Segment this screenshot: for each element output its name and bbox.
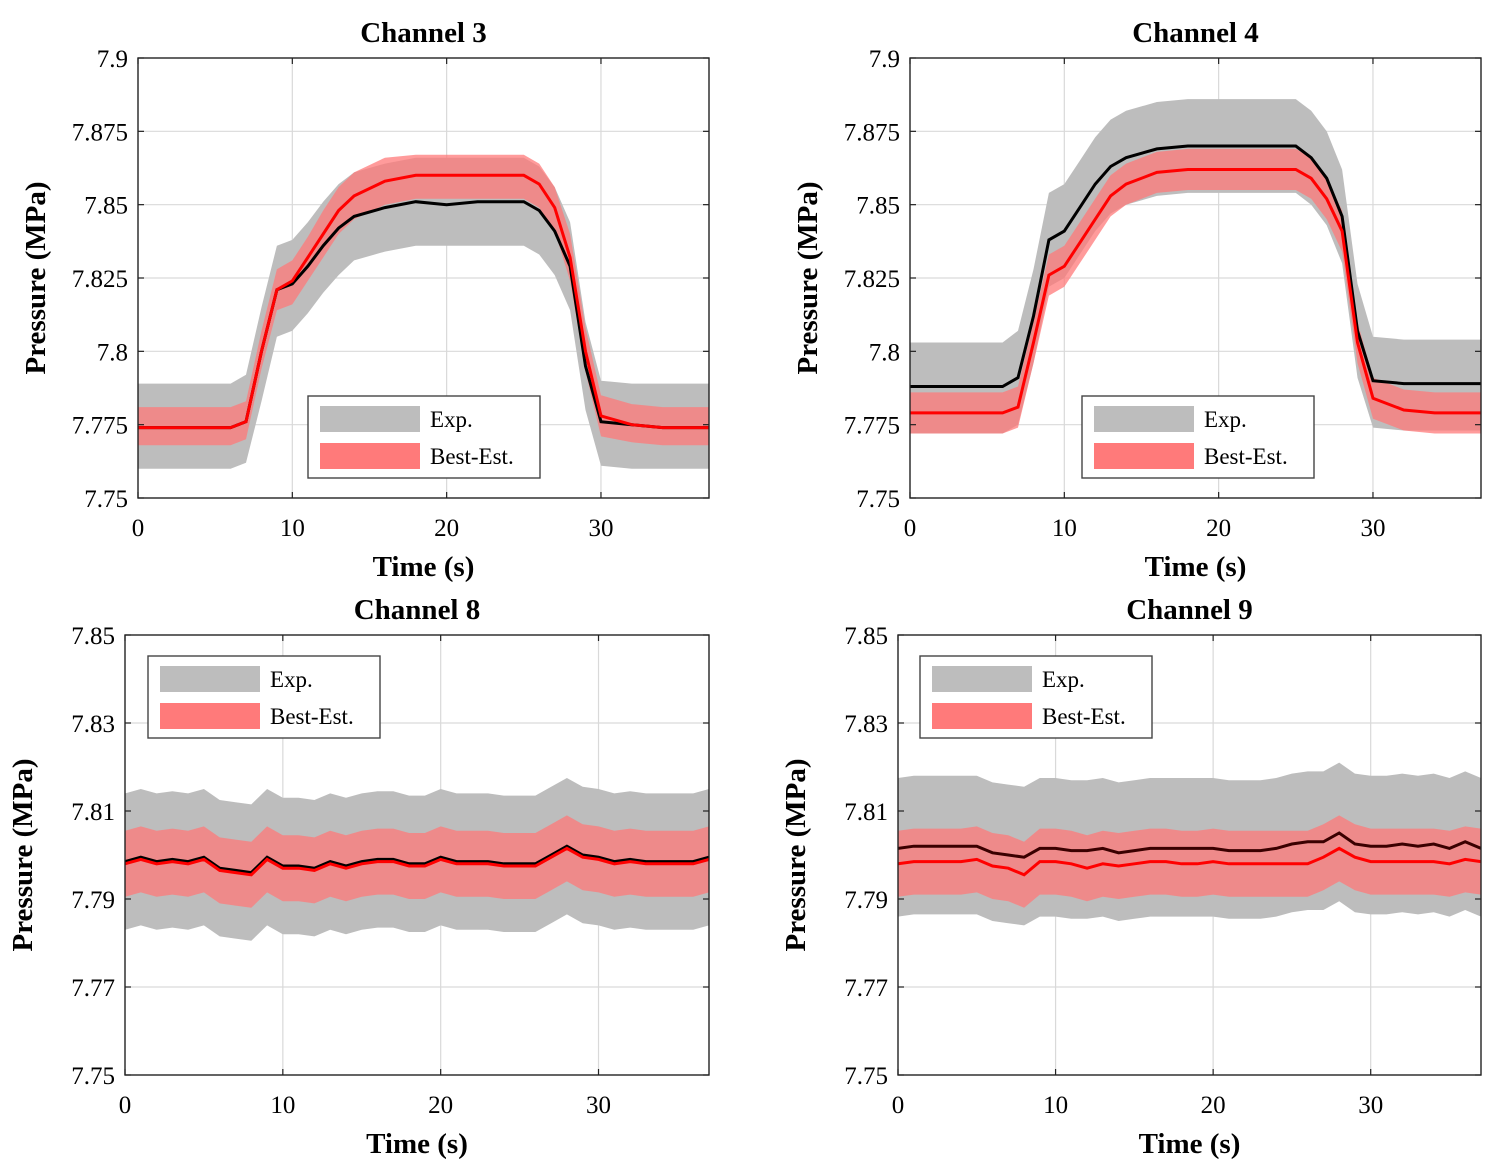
plot-area bbox=[138, 154, 709, 469]
x-tick-label: 30 bbox=[588, 515, 613, 542]
chart-title: Channel 3 bbox=[360, 17, 487, 49]
legend-swatch-exp bbox=[932, 666, 1032, 692]
y-tick-label: 7.75 bbox=[71, 1063, 115, 1090]
legend-swatch-best-est bbox=[932, 703, 1032, 729]
chart-panel-1: 0 10 20 30 7.75 7.775 7.8 7.825 7.85 7.875 7.9 Chan… bbox=[20, 17, 710, 583]
x-tick-label: 10 bbox=[270, 1092, 295, 1119]
legend: Exp. Best-Est. bbox=[147, 655, 381, 739]
series-line-exp bbox=[910, 144, 1481, 388]
x-axis-label: Time (s) bbox=[1139, 1128, 1241, 1160]
x-tick-label: 30 bbox=[586, 1092, 611, 1119]
series-line-best-est bbox=[898, 846, 1481, 877]
x-tick-label: 0 bbox=[132, 515, 145, 542]
legend-label: Best-Est. bbox=[270, 704, 354, 729]
y-tick-label: 7.75 bbox=[84, 486, 128, 513]
y-tick-label: 7.77 bbox=[844, 975, 888, 1002]
x-axis-label: Time (s) bbox=[373, 551, 475, 583]
legend-swatch-exp bbox=[320, 406, 420, 432]
series-band-best-est bbox=[898, 815, 1481, 908]
x-tick-label: 20 bbox=[1201, 1092, 1226, 1119]
legend-label: Exp. bbox=[270, 667, 313, 692]
legend-label: Exp. bbox=[430, 407, 473, 432]
axes-frame bbox=[897, 634, 1482, 1076]
series-line-best-est bbox=[910, 168, 1481, 415]
x-tick-label: 0 bbox=[119, 1092, 132, 1119]
legend-swatch-exp bbox=[160, 666, 260, 692]
y-tick-label: 7.85 bbox=[71, 623, 115, 650]
x-tick-label: 0 bbox=[892, 1092, 905, 1119]
y-tick-label: 7.85 bbox=[84, 193, 128, 220]
y-tick-label: 7.825 bbox=[72, 266, 128, 293]
y-tick-label: 7.75 bbox=[844, 1063, 888, 1090]
legend: Exp. Best-Est. bbox=[919, 655, 1153, 739]
series-band-best-est bbox=[138, 154, 709, 446]
series-band-exp bbox=[910, 99, 1481, 434]
x-tick-label: 20 bbox=[428, 1092, 453, 1119]
plot-area bbox=[898, 762, 1481, 926]
legend-swatch-exp bbox=[1094, 406, 1194, 432]
legend: Exp. Best-Est. bbox=[1081, 395, 1315, 479]
y-axis-label: Pressure (MPa) bbox=[7, 758, 39, 951]
x-tick-label: 20 bbox=[434, 515, 459, 542]
y-tick-label: 7.9 bbox=[869, 46, 900, 73]
legend-label: Best-Est. bbox=[1042, 704, 1126, 729]
chart-title: Channel 8 bbox=[354, 594, 481, 626]
y-tick-label: 7.875 bbox=[72, 119, 128, 146]
legend-swatch-best-est bbox=[1094, 443, 1194, 469]
legend-swatch-best-est bbox=[160, 703, 260, 729]
series-band-best-est bbox=[125, 815, 709, 908]
y-tick-label: 7.85 bbox=[844, 623, 888, 650]
series-line-exp bbox=[125, 844, 709, 875]
x-tick-label: 30 bbox=[1360, 515, 1385, 542]
series-line-best-est bbox=[138, 173, 709, 430]
y-tick-label: 7.8 bbox=[97, 339, 128, 366]
y-axis-label: Pressure (MPa) bbox=[792, 181, 824, 374]
legend-swatch-best-est bbox=[320, 443, 420, 469]
y-tick-label: 7.79 bbox=[71, 887, 115, 914]
x-tick-label: 10 bbox=[1043, 1092, 1068, 1119]
y-tick-label: 7.775 bbox=[72, 413, 128, 440]
x-axis-label: Time (s) bbox=[1145, 551, 1247, 583]
y-tick-label: 7.8 bbox=[869, 339, 900, 366]
legend: Exp. Best-Est. bbox=[307, 395, 541, 479]
x-tick-label: 0 bbox=[904, 515, 917, 542]
y-tick-label: 7.85 bbox=[856, 193, 900, 220]
legend-label: Exp. bbox=[1042, 667, 1085, 692]
x-tick-label: 20 bbox=[1206, 515, 1231, 542]
y-axis-label: Pressure (MPa) bbox=[20, 181, 52, 374]
x-tick-label: 10 bbox=[280, 515, 305, 542]
legend-label: Best-Est. bbox=[430, 444, 514, 469]
y-tick-label: 7.81 bbox=[71, 799, 115, 826]
y-tick-label: 7.83 bbox=[71, 711, 115, 738]
series-line-exp bbox=[898, 831, 1481, 859]
y-tick-label: 7.9 bbox=[97, 46, 128, 73]
chart-title: Channel 4 bbox=[1132, 17, 1259, 49]
x-axis-label: Time (s) bbox=[366, 1128, 468, 1160]
plot-area bbox=[910, 99, 1481, 434]
chart-panel-4: 0 10 20 30 7.75 7.77 7.79 7.81 7.83 7.85 Channel 9… bbox=[780, 594, 1482, 1160]
y-tick-label: 7.83 bbox=[844, 711, 888, 738]
chart-panel-3: 0 10 20 30 7.75 7.77 7.79 7.81 7.83 7.85 Channel 8… bbox=[7, 594, 710, 1160]
y-tick-label: 7.875 bbox=[844, 119, 900, 146]
y-tick-label: 7.79 bbox=[844, 887, 888, 914]
chart-panel-2: 0 10 20 30 7.75 7.775 7.8 7.825 7.85 7.875 7.9 Chan… bbox=[792, 17, 1482, 583]
y-tick-label: 7.77 bbox=[71, 975, 115, 1002]
y-tick-label: 7.825 bbox=[844, 266, 900, 293]
series-line-best-est bbox=[125, 846, 709, 877]
x-tick-label: 30 bbox=[1358, 1092, 1383, 1119]
legend-label: Best-Est. bbox=[1204, 444, 1288, 469]
axes-frame bbox=[124, 634, 710, 1076]
y-tick-label: 7.775 bbox=[844, 413, 900, 440]
x-tick-label: 10 bbox=[1052, 515, 1077, 542]
y-axis-label: Pressure (MPa) bbox=[780, 758, 812, 951]
chart-title: Channel 9 bbox=[1126, 594, 1253, 626]
legend-label: Exp. bbox=[1204, 407, 1247, 432]
plot-area bbox=[125, 778, 709, 941]
y-tick-label: 7.75 bbox=[856, 486, 900, 513]
y-tick-label: 7.81 bbox=[844, 799, 888, 826]
